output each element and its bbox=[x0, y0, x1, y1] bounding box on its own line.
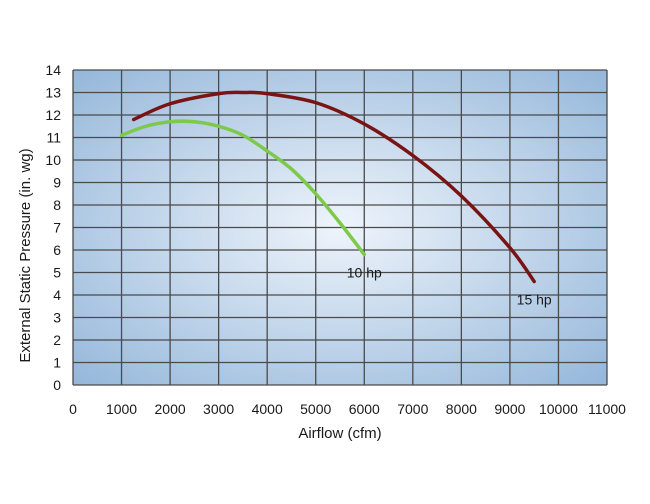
y-tick-label: 9 bbox=[53, 175, 61, 191]
y-tick-label: 1 bbox=[53, 355, 61, 371]
y-tick-label: 6 bbox=[53, 242, 61, 258]
series-label-10-hp: 10 hp bbox=[347, 265, 382, 281]
series-line-10-hp bbox=[119, 119, 367, 257]
y-tick-label: 12 bbox=[45, 107, 61, 123]
series-line-15-hp bbox=[131, 90, 536, 284]
series-layer bbox=[119, 90, 536, 284]
x-tick-label: 10000 bbox=[539, 401, 578, 417]
y-tick-label: 8 bbox=[53, 197, 61, 213]
x-tick-label: 8000 bbox=[446, 401, 477, 417]
y-tick-label: 7 bbox=[53, 220, 61, 236]
x-axis-title: Airflow (cfm) bbox=[298, 425, 381, 442]
series-label-15-hp: 15 hp bbox=[517, 292, 552, 308]
y-tick-label: 0 bbox=[53, 377, 61, 393]
y-tick-label: 14 bbox=[45, 62, 61, 78]
y-tick-label: 2 bbox=[53, 332, 61, 348]
x-tick-label: 7000 bbox=[397, 401, 428, 417]
y-tick-label: 3 bbox=[53, 310, 61, 326]
x-tick-label: 0 bbox=[69, 401, 77, 417]
x-tick-label: 11000 bbox=[588, 401, 626, 417]
x-tick-label: 2000 bbox=[155, 401, 186, 417]
x-tick-label: 5000 bbox=[300, 401, 331, 417]
y-tick-label: 11 bbox=[46, 130, 61, 146]
y-tick-label: 10 bbox=[45, 152, 61, 168]
x-tick-label: 3000 bbox=[203, 401, 234, 417]
y-tick-label: 13 bbox=[45, 85, 61, 101]
x-axis-ticks: 0 1000 2000 3000 4000 5000 6000 7000 8000 9000 100… bbox=[69, 401, 626, 417]
y-tick-label: 4 bbox=[53, 287, 61, 303]
x-tick-label: 4000 bbox=[252, 401, 283, 417]
x-tick-label: 6000 bbox=[349, 401, 380, 417]
series-labels: 15 hp 10 hp bbox=[347, 265, 552, 308]
y-axis-title: External Static Pressure (in. wg) bbox=[17, 148, 34, 362]
x-tick-label: 1000 bbox=[106, 401, 137, 417]
y-tick-label: 5 bbox=[53, 265, 61, 281]
x-tick-label: 9000 bbox=[494, 401, 525, 417]
